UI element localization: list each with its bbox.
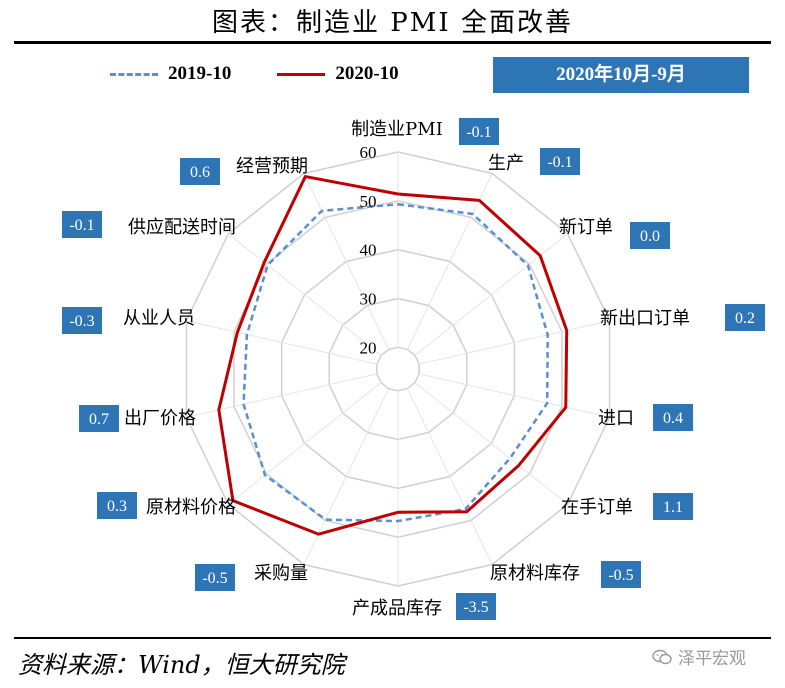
change-badge: [456, 593, 496, 620]
brand-text: 泽平宏观: [678, 649, 746, 669]
grid-spoke: [186, 320, 377, 365]
legend-label-2020: 2020-10: [335, 63, 399, 84]
axis-label: 原材料库存: [490, 563, 580, 584]
axis-label: 在手订单: [561, 497, 633, 518]
change-badge: [630, 222, 670, 249]
grid-spoke: [414, 233, 568, 356]
change-badge: [79, 405, 119, 432]
series-line-2019-10: [242, 202, 549, 523]
grid-spoke: [419, 320, 610, 365]
tick-label: 50: [360, 192, 377, 211]
tick-label: 30: [360, 289, 377, 308]
legend-swatch-dashed: [110, 72, 158, 76]
legend-item-2019: 2019-10: [110, 63, 231, 85]
change-badge: [180, 158, 220, 185]
change-badge: [459, 118, 499, 145]
change-badge: [653, 404, 693, 431]
change-label: 0.2: [735, 310, 755, 327]
brand-watermark: 泽平宏观: [652, 644, 746, 669]
change-badge: [62, 211, 102, 238]
chart-title: 图表：制造业 PMI 全面改善: [212, 8, 573, 38]
grid-spoke: [303, 173, 390, 350]
axis-label: 进口: [598, 408, 634, 429]
grid-spoke: [228, 233, 382, 356]
grid-spoke: [406, 173, 493, 350]
axis-label: 制造业PMI: [351, 119, 443, 140]
change-badge: [601, 561, 641, 588]
legend-item-2020: 2020-10: [277, 63, 399, 85]
top-rule: [14, 41, 771, 44]
axis-label: 新出口订单: [600, 308, 690, 329]
change-label: -0.3: [69, 313, 94, 330]
grid-ring-20: [376, 346, 420, 392]
axis-label: 产成品库存: [352, 598, 442, 619]
axis-label: 新订单: [559, 217, 613, 238]
axis-label: 采购量: [254, 563, 308, 584]
change-label: -0.5: [608, 567, 633, 584]
axis-label: 从业人员: [123, 308, 195, 329]
change-label: -0.5: [202, 570, 227, 587]
wechat-icon: [652, 649, 672, 664]
axis-label: 经营预期: [236, 156, 308, 177]
tick-label: 60: [360, 143, 377, 162]
change-badge: [195, 564, 235, 591]
change-label: 0.3: [107, 498, 127, 515]
axis-label: 出厂价格: [124, 408, 196, 429]
change-label: 0.4: [663, 410, 683, 427]
change-label: -0.1: [69, 217, 94, 234]
tick-label: 20: [360, 338, 377, 357]
change-badge: [725, 304, 765, 331]
change-label: -0.1: [547, 154, 572, 171]
legend: 2019-10 2020-10: [110, 60, 445, 88]
change-badge: [653, 493, 693, 520]
grid-spoke: [414, 382, 568, 505]
change-label: 0.7: [89, 411, 109, 428]
period-badge: 2020年10月-9月: [493, 57, 749, 93]
change-badge: [540, 148, 580, 175]
change-badge: [97, 492, 137, 519]
change-label: -0.1: [466, 124, 491, 141]
legend-label-2019: 2019-10: [168, 63, 232, 84]
grid-spoke: [228, 382, 382, 505]
grid-spoke: [419, 373, 610, 418]
series-line-2020-10: [217, 175, 569, 536]
change-label: 0.6: [190, 164, 210, 181]
axis-label: 生产: [488, 153, 524, 174]
grid-spoke: [406, 388, 493, 565]
tick-label: 40: [360, 241, 377, 260]
change-label: 0.0: [640, 228, 660, 245]
source-note: 资料来源：Wind，恒大研究院: [18, 651, 345, 679]
bottom-rule: [14, 637, 771, 639]
legend-swatch-solid: [277, 72, 326, 76]
change-badge: [62, 307, 102, 334]
axis-label: 供应配送时间: [128, 217, 236, 238]
change-label: -3.5: [463, 599, 488, 616]
change-label: 1.1: [663, 499, 683, 516]
axis-label: 原材料价格: [146, 497, 236, 518]
